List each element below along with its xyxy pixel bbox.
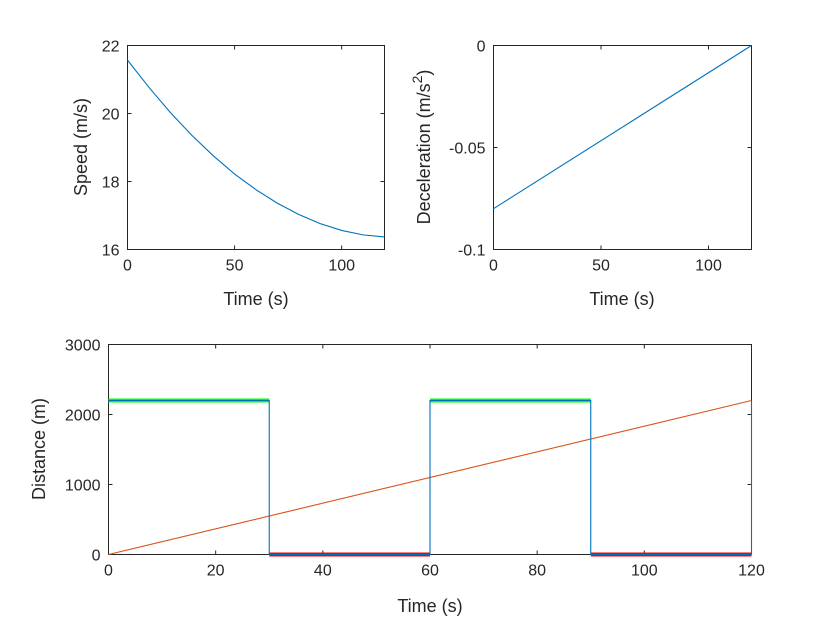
distance-x-tick-label: 20 — [207, 563, 225, 580]
distance-chart: 0 20 40 60 80 100 120 0 1000 2000 3000 Time (s) Di… — [29, 338, 765, 617]
distance-y-tick-label: 0 — [92, 548, 101, 565]
distance-x-tick-label: 120 — [738, 563, 765, 580]
deceleration-y-tick-label: 0 — [477, 39, 486, 56]
deceleration-y-axis-label: Deceleration (m/s2) — [409, 70, 434, 225]
speed-y-tick-label: 16 — [102, 243, 120, 260]
distance-y-tick-label: 2000 — [65, 408, 101, 425]
speed-chart: 0 50 100 16 18 20 22 Time (s) Speed (m/s) — [71, 39, 385, 309]
deceleration-deceleration-line — [493, 45, 752, 210]
speed-x-tick-label: 50 — [226, 258, 244, 275]
distance-y-tick-label: 3000 — [65, 338, 101, 355]
deceleration-y-tick-label: -0.1 — [458, 243, 486, 260]
distance-x-tick-label: 80 — [528, 563, 546, 580]
distance-x-tick-label: 100 — [631, 563, 658, 580]
deceleration-x-tick-label: 100 — [695, 258, 722, 275]
speed-y-tick-label: 18 — [102, 175, 120, 192]
speed-speed-line — [127, 59, 385, 238]
distance-x-axis-label: Time (s) — [397, 596, 462, 616]
deceleration-x-tick-label: 0 — [489, 258, 498, 275]
distance-x-tick-label: 60 — [421, 563, 439, 580]
speed-y-axis-label: Speed (m/s) — [71, 98, 91, 196]
distance-signal-line — [108, 399, 753, 556]
deceleration-y-axis-label-exponent: 2 — [409, 75, 425, 83]
distance-x-tick-label: 40 — [314, 563, 332, 580]
speed-y-tick-label: 20 — [102, 107, 120, 124]
speed-x-tick-label: 0 — [123, 258, 132, 275]
distance-y-tick-label: 1000 — [65, 478, 101, 495]
deceleration-x-axis-label: Time (s) — [589, 289, 654, 309]
deceleration-x-tick-label: 50 — [592, 258, 610, 275]
deceleration-y-tick-label: -0.05 — [449, 141, 486, 158]
speed-y-tick-label: 22 — [102, 39, 120, 56]
deceleration-y-axis-label-text: Deceleration (m/s — [414, 83, 434, 224]
speed-x-tick-label: 100 — [328, 258, 355, 275]
deceleration-axes-box — [493, 45, 752, 250]
deceleration-chart: 0 50 100 -0.1 -0.05 0 Time (s) Deceleration (… — [409, 39, 752, 309]
speed-axes-box — [127, 45, 385, 250]
deceleration-y-axis-label-close: ) — [414, 70, 434, 76]
distance-x-tick-label: 0 — [104, 563, 113, 580]
distance-y-axis-label: Distance (m) — [29, 398, 49, 500]
speed-x-axis-label: Time (s) — [223, 289, 288, 309]
